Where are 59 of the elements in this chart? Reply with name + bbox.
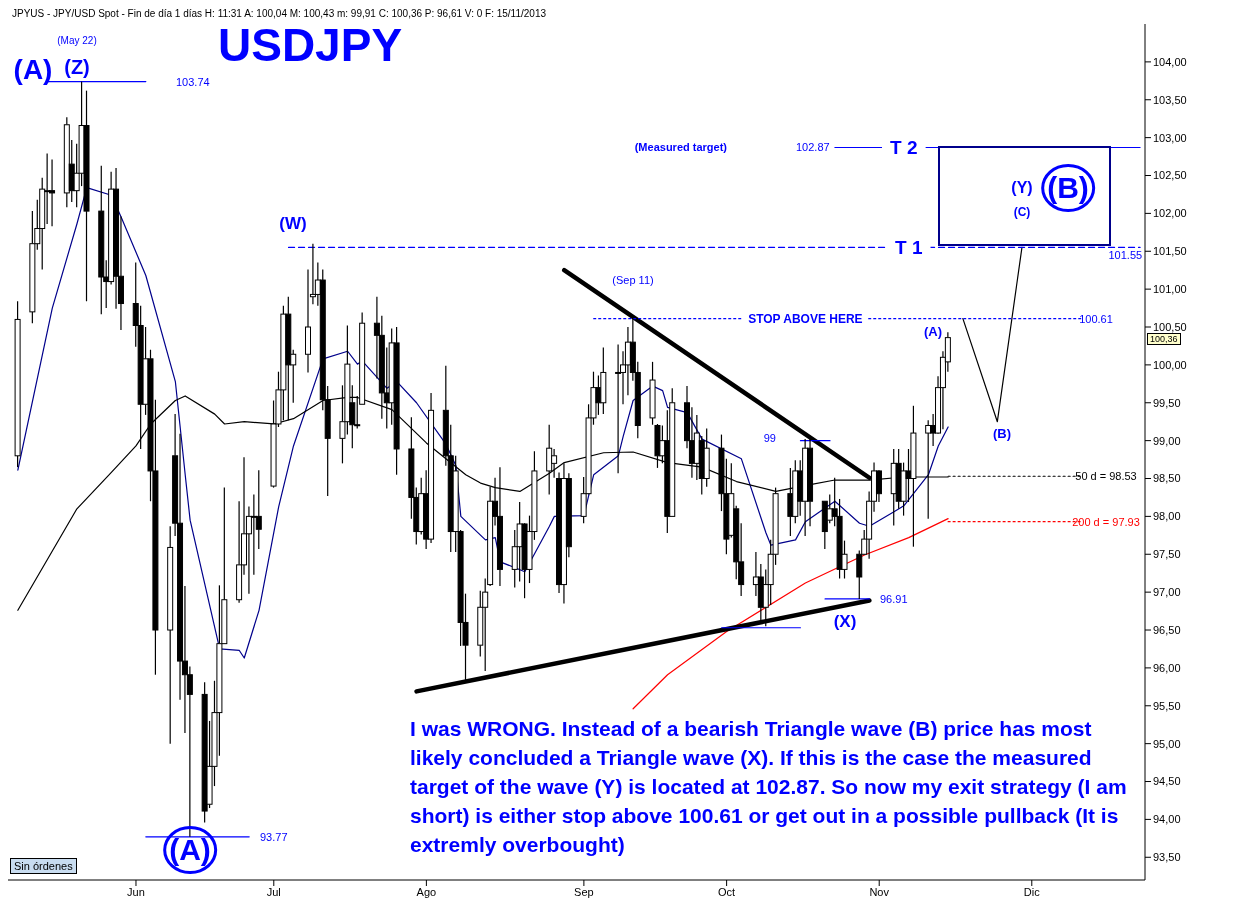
y-tick-label: 100,00 [1153,358,1187,371]
x-tick-label: Nov [869,885,890,898]
annotation: (A) [923,323,943,339]
y-tick-label: 103,00 [1153,131,1187,144]
y-tick-label: 97,50 [1153,548,1181,561]
x-tick-label: Oct [718,885,736,898]
y-tick-label: 95,00 [1153,737,1181,750]
annotation: (Measured target) [634,140,727,153]
y-tick-label: 98,00 [1153,510,1181,523]
y-tick-label: 101,00 [1153,283,1187,296]
annotation: (A) [163,826,217,874]
x-tick-label: Jun [127,885,145,898]
annotation: 99 [763,431,776,444]
annotation: 103.74 [176,75,210,88]
x-tick-label: Sep [574,885,594,898]
y-tick-label: 96,00 [1153,661,1181,674]
y-tick-label: 100,50 [1153,320,1187,333]
y-tick-label: 98,50 [1153,472,1181,485]
annotation: 101.55 [1108,249,1143,262]
annotation: (Y) [1011,179,1033,196]
annotation: (Z) [64,56,90,78]
y-tick-label: 99,00 [1153,434,1181,447]
x-tick-label: Ago [416,885,437,898]
y-tick-label: 94,50 [1153,775,1181,788]
annotation: 96.91 [880,592,908,605]
annotation: (B) [992,425,1012,441]
annotation: 200 d = 97.93 [1072,515,1140,528]
annotation: I was WRONG. Instead of a bearish Triangle wave (B) price has most likely concluded a Triangle wave (X). If this is the case the measured target of the wave (Y) is located at 102.87. So now my exit strategy (I am short) is either stop above 100.61 or get out in a possible pullback (It is extremly overbought) [410,716,1128,858]
y-tick-label: 104,00 [1153,55,1187,68]
annotation: (Sep 11) [612,273,654,286]
y-tick-label: 102,50 [1153,169,1187,182]
text: 100,36 [1147,332,1181,345]
chart-title: USDJPY [218,19,403,72]
annotation: Sin órdenes [10,858,77,874]
annotation: (X) [833,611,857,631]
annotation: (May 22) [57,35,97,46]
annotation: 100.61 [1079,312,1113,325]
x-tick-label: Dic [1023,885,1041,898]
annotation: 102.87 [796,140,830,153]
annotation: T 1 [895,236,923,258]
annotation: (W) [279,213,307,233]
y-tick-label: 96,50 [1153,623,1181,636]
annotation: (B) [1041,164,1095,212]
annotation: 50 d = 98.53 [1075,469,1137,482]
annotation: 93.77 [260,830,288,843]
annotation: STOP ABOVE HERE [748,311,863,326]
annotation: (C) [1013,205,1031,219]
chart-subtitle: JPYUS - JPY/USD Spot - Fin de día 1 días H: 11:31 A: 100,04 M: 100,43 m: 99,91 C: 100,36 P: 96,61 V: 0 F: 15/11/2013 [12,8,547,19]
x-tick-label: Jul [266,885,281,898]
annotation: T 2 [890,136,918,158]
y-tick-label: 99,50 [1153,396,1181,409]
y-tick-label: 97,00 [1153,586,1181,599]
annotation: (A) [13,54,53,85]
y-tick-label: 103,50 [1153,93,1187,106]
y-tick-label: 93,50 [1153,851,1181,864]
y-tick-label: 101,50 [1153,245,1187,258]
y-tick-label: 95,50 [1153,699,1181,712]
y-tick-label: 102,00 [1153,207,1187,220]
y-tick-label: 94,00 [1153,813,1181,826]
